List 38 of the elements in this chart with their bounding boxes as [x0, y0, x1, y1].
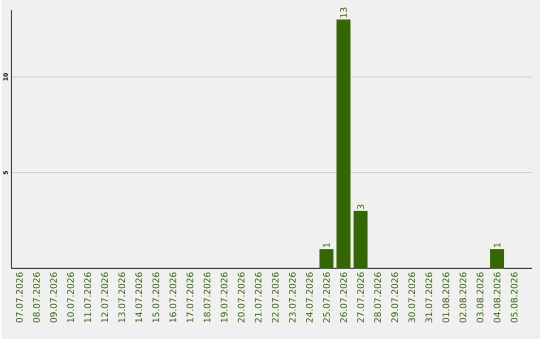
- x-tick-label: 03.08.2026: [476, 272, 484, 322]
- x-tick-label: 05.08.2026: [510, 272, 518, 322]
- data-label: 1: [494, 243, 500, 247]
- x-tick-label: 09.07.2026: [50, 272, 57, 322]
- bar: [336, 19, 350, 268]
- x-tick-label: 11.07.2026: [84, 272, 91, 322]
- data-label: 13: [340, 8, 347, 18]
- data-label: 1: [323, 243, 330, 247]
- x-tick-label: 30.07.2026: [408, 272, 416, 322]
- x-tick-label: 10.07.2026: [67, 272, 74, 322]
- data-label: 3: [357, 204, 364, 209]
- bar: [490, 249, 504, 268]
- x-tick-label: 15.07.2026: [152, 272, 160, 322]
- x-tick-label: 26.07.2026: [340, 272, 347, 322]
- x-tick-label: 08.07.2026: [33, 272, 40, 322]
- bar: [354, 210, 368, 268]
- x-tick-label: 29.07.2026: [391, 272, 398, 322]
- x-tick-label: 20.07.2026: [238, 272, 245, 322]
- bar: [319, 249, 334, 268]
- x-tick-label: 04.08.2026: [494, 272, 500, 322]
- x-tick-label: 31.07.2026: [425, 272, 432, 322]
- x-tick-label: 28.07.2026: [374, 272, 382, 322]
- x-tick-label: 02.08.2026: [460, 272, 466, 322]
- x-tick-label: 07.07.2026: [16, 272, 23, 322]
- x-tick-label: 14.07.2026: [135, 272, 142, 322]
- x-tick-label: 19.07.2026: [220, 272, 228, 322]
- x-tick-label: 24.07.2026: [306, 272, 313, 322]
- x-tick-label: 22.07.2026: [272, 272, 279, 322]
- x-tick-label: 13.07.2026: [118, 272, 126, 322]
- x-tick-label: 25.07.2026: [323, 272, 330, 322]
- x-tick-label: 18.07.2026: [204, 272, 210, 322]
- x-tick-label: 16.07.2026: [170, 272, 176, 322]
- x-tick-label: 21.07.2026: [254, 272, 262, 322]
- x-tick-label: 01.08.2026: [442, 272, 450, 322]
- x-tick-label: 23.07.2026: [288, 272, 296, 322]
- x-tick-label: 12.07.2026: [101, 272, 108, 322]
- x-tick-label: 27.07.2026: [357, 272, 364, 322]
- x-tick-label: 17.07.2026: [186, 272, 194, 322]
